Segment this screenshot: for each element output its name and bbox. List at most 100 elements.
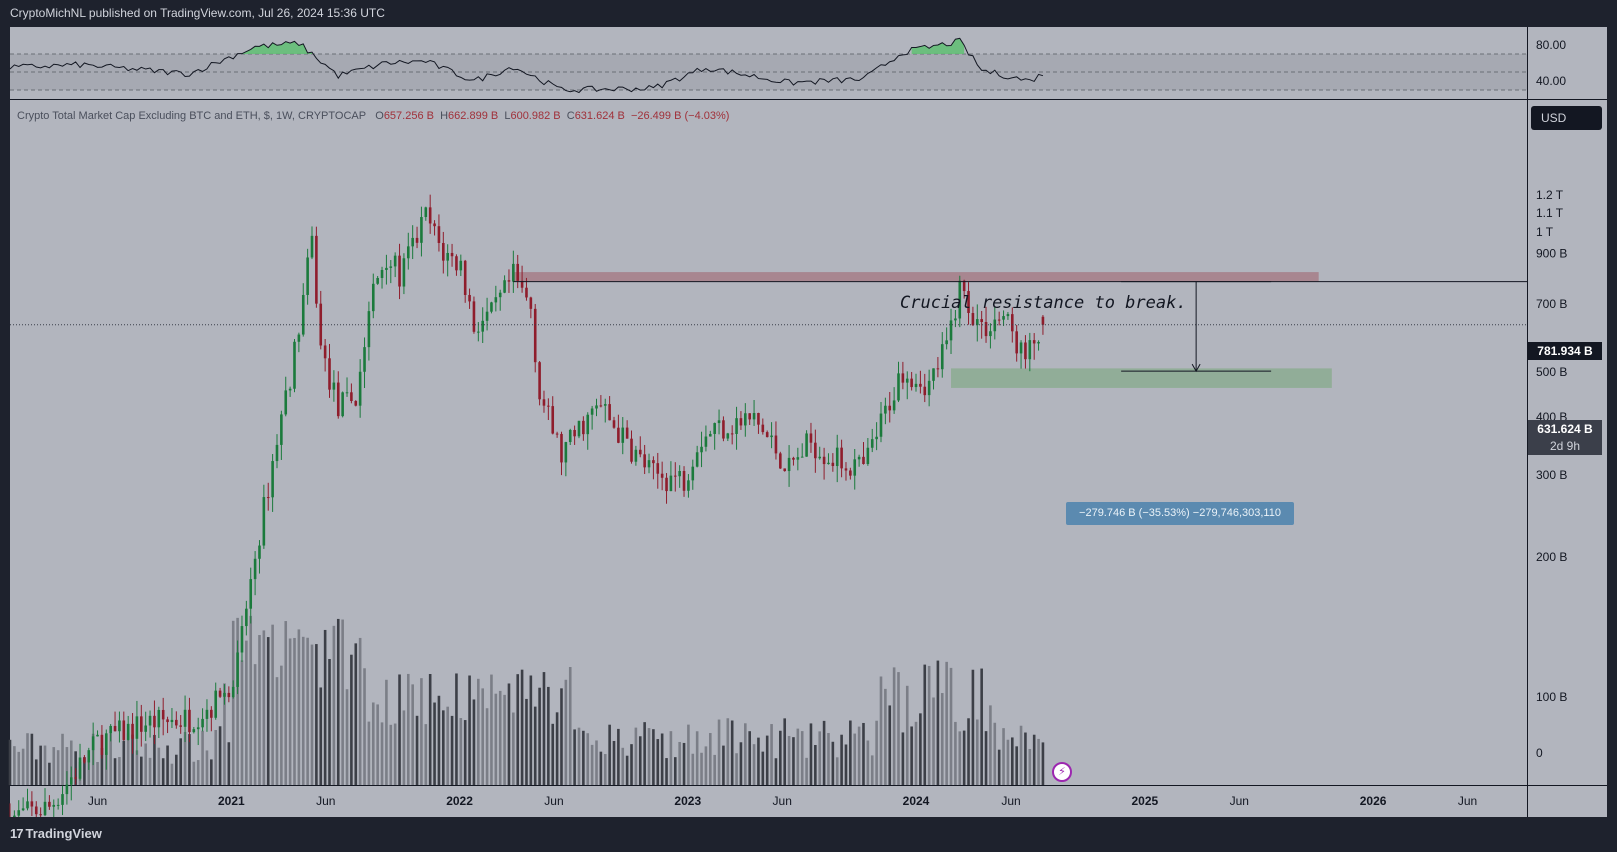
volume-bar (96, 762, 99, 785)
candle (761, 418, 765, 435)
volume-bar (888, 705, 892, 785)
candle (245, 600, 248, 636)
target-zone[interactable] (951, 368, 1332, 388)
volume-bar (1037, 738, 1040, 785)
candle (30, 791, 34, 817)
volume-bar (525, 698, 528, 785)
tradingview-brand: TradingView (25, 826, 102, 841)
open-label: O (375, 110, 384, 122)
candle (490, 301, 493, 314)
volume-bar (56, 750, 60, 785)
volume-bar (638, 736, 642, 785)
candle (520, 265, 524, 293)
volume-bar (923, 664, 927, 785)
volume-bar (249, 615, 253, 785)
volume-bar (428, 674, 432, 785)
candle (853, 448, 857, 490)
tradingview-logo[interactable]: 17 TradingView (10, 826, 102, 841)
volume-bar (126, 733, 130, 785)
volume-bar (345, 689, 349, 785)
candle (748, 413, 751, 426)
volume-bar (227, 742, 231, 785)
volume-bar (411, 684, 414, 785)
candle (678, 465, 681, 488)
volume-bar (472, 699, 476, 785)
volume-bar (420, 678, 423, 785)
candle (800, 443, 804, 458)
lightning-icon[interactable]: ⚡ (1052, 762, 1072, 782)
volume-bar (8, 739, 12, 785)
time-tick-label: Jun (544, 794, 563, 808)
candle (787, 445, 791, 487)
candle (433, 220, 436, 236)
candle (774, 421, 778, 460)
candle (65, 771, 69, 805)
candle (284, 376, 288, 417)
candle (472, 296, 476, 334)
candle (301, 283, 305, 337)
resistance-zone[interactable] (513, 272, 1319, 282)
volume-bar (83, 757, 86, 785)
volume-bar (621, 747, 625, 785)
volume-bar (897, 672, 900, 785)
candle (682, 466, 686, 497)
candle (573, 425, 576, 445)
volume-bar (717, 719, 721, 785)
candle (157, 706, 161, 739)
candle (989, 323, 992, 349)
candle (271, 454, 274, 512)
volume-bar (660, 733, 664, 785)
volume-bar (844, 744, 848, 785)
candle (647, 453, 651, 474)
resistance-annotation[interactable]: Crucial resistance to break. (900, 293, 1187, 313)
candle (958, 275, 962, 328)
volume-bar (849, 720, 852, 785)
candle (892, 387, 896, 414)
candle (463, 259, 467, 303)
candle (717, 409, 721, 435)
measure-tool[interactable] (1121, 281, 1272, 373)
candle (231, 680, 235, 699)
candle (608, 396, 611, 421)
volume-bar (932, 697, 935, 785)
candle (844, 462, 848, 481)
candle (888, 391, 892, 423)
candle (91, 722, 95, 766)
volume-bar (192, 761, 196, 785)
volume-bar (301, 636, 305, 785)
candle (205, 699, 209, 732)
candle (849, 467, 852, 480)
volume-bar (424, 724, 428, 785)
volume-bar (652, 729, 655, 785)
volume-bar (704, 746, 708, 785)
candle (96, 730, 99, 737)
currency-button[interactable]: USD (1531, 106, 1602, 130)
candle (21, 797, 25, 812)
rsi-overbought-fill (911, 38, 965, 54)
volume-bar (13, 746, 16, 785)
volume-bar (433, 702, 436, 785)
volume-bar (774, 758, 778, 785)
candle (166, 716, 169, 734)
candle (293, 339, 296, 393)
time-tick-label: 2021 (218, 794, 245, 808)
candle (923, 373, 927, 403)
candle (161, 697, 165, 736)
volume-bar (608, 724, 611, 785)
candle (1037, 340, 1040, 351)
candle (398, 243, 401, 300)
volume-bar (293, 637, 296, 785)
measure-label[interactable]: −279.746 B (−35.53%) −279,746,303,110 (1066, 502, 1294, 525)
candle-layer (8, 194, 1045, 845)
candle (1006, 312, 1010, 320)
candle (796, 447, 800, 471)
volume-bar (1028, 748, 1032, 785)
volume-bar (205, 750, 209, 785)
volume-bar (179, 738, 182, 785)
candle (568, 428, 572, 445)
volume-bar (560, 688, 563, 785)
candle (363, 337, 366, 389)
candle (310, 226, 314, 260)
candle (332, 370, 336, 402)
